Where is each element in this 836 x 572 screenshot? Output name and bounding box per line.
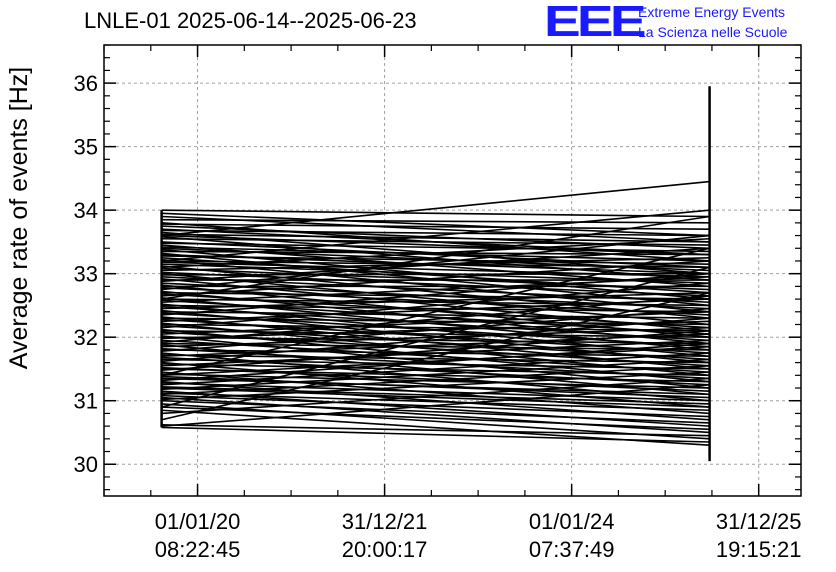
x-tick-time-label: 20:00:17 [342,537,428,562]
rate-series-line [161,310,710,319]
rate-series-line [161,387,710,408]
rate-series-line [161,234,710,291]
rate-series-line [161,330,710,338]
x-tick-time-label: 19:15:21 [716,537,802,562]
rate-series-line [161,260,710,297]
rate-series-line [161,209,710,218]
eee-logo: EEE [544,0,647,46]
x-tick-time-label: 08:22:45 [155,537,241,562]
x-tick-date-label: 31/12/25 [716,509,802,534]
rate-series-line [161,371,710,401]
rate-series-line [161,426,710,443]
rate-series-line [161,233,710,243]
rate-series-line [161,373,710,389]
y-tick-label: 33 [74,262,98,287]
logo-line-2: La Scienza nelle Scuole [638,24,788,40]
rate-series-line [161,392,710,412]
y-tick-label: 35 [74,135,98,160]
rate-series-line [161,342,710,382]
rate-series-line [161,229,710,237]
rate-series-line [161,223,710,231]
rate-series-line [161,330,710,372]
rate-series-line [161,424,710,437]
rate-series-line [161,180,710,237]
rate-series-line [161,298,710,323]
rate-series-line [161,323,710,332]
rate-series-line [161,272,710,276]
rate-series-line [161,352,710,386]
rate-series-line [161,291,710,300]
rate-series-line [161,272,710,316]
x-tick-time-label: 07:37:49 [529,537,615,562]
rate-series-line [161,399,710,424]
y-tick-label: 32 [74,325,98,350]
x-tick-date-label: 31/12/21 [342,509,428,534]
rate-series-line [161,247,710,283]
y-axis-label: Average rate of events [Hz] [5,67,33,369]
y-tick-label: 36 [74,71,98,96]
rate-series-line [161,403,710,440]
rate-series-line [161,246,710,262]
rate-series-line [161,234,710,256]
rate-series-line [161,307,710,352]
rate-series-line [161,215,710,300]
rate-series-line [161,255,710,265]
rate-series-line [161,339,710,367]
logo-line-1: Extreme Energy Events [638,4,786,20]
x-tick-date-label: 01/01/20 [155,509,241,534]
rate-series-line [161,291,710,421]
y-tick-label: 34 [74,198,98,223]
data-layer [160,86,711,462]
rate-series-line [161,291,710,310]
rate-series-line [161,364,710,396]
rate-series-line [161,218,710,224]
rate-series-line [161,247,710,377]
plot-frame [103,44,802,497]
rate-series-line [161,390,710,427]
x-tick-date-label: 01/01/24 [529,509,615,534]
rate-series-line [161,237,710,269]
rate-series-line [161,295,710,344]
rate-series-line [161,382,710,402]
rate-series-line [161,354,710,364]
rate-series-line [161,209,710,262]
rate-series-line [161,377,710,415]
y-tick-label: 30 [74,452,98,477]
rate-series-line [161,384,710,427]
rate-series-line [161,212,710,237]
axes: 30 31 32 33 34 35 36 01/01/20 08:22:45 31/12/21 20… [74,44,802,562]
rate-series-line [161,266,710,408]
chart-title: LNLE-01 2025-06-14--2025-06-23 [84,8,417,33]
rate-series-line [161,345,710,377]
rate-series-line [161,396,710,434]
y-tick-label: 31 [74,389,98,414]
rate-series-line [161,242,710,253]
rate-series-line [161,406,710,431]
